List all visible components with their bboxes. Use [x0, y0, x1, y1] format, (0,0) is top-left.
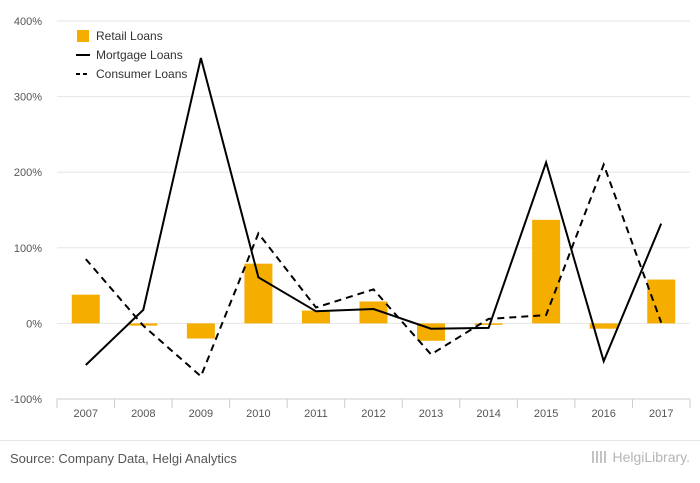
y-tick-label: -100%: [10, 394, 42, 406]
bar-retail-loans: [589, 323, 618, 329]
x-tick-label: 2016: [591, 408, 615, 420]
chart: -100% 0% 100% 200% 300% 400% 2007 2008 2009 2010 2…: [10, 16, 691, 420]
brand-logo[interactable]: HelgiLibrary.: [592, 449, 690, 465]
line-consumer-loans: [85, 161, 663, 378]
x-tick-label: 2009: [189, 408, 213, 420]
y-tick-label: 400%: [14, 16, 42, 28]
bar-retail-loans: [359, 301, 388, 324]
x-tick-label: 2011: [304, 408, 328, 420]
x-tick-label: 2015: [534, 408, 558, 420]
library-icon: [592, 451, 609, 463]
bar-retail-loans: [71, 294, 100, 324]
x-tick-label: 2014: [476, 408, 500, 420]
source-note: Source: Company Data, Helgi Analytics: [10, 451, 237, 466]
y-tick-label: 100%: [14, 243, 42, 255]
legend-label-consumer-loans: Consumer Loans: [96, 67, 187, 81]
grid: [57, 20, 690, 324]
footer-divider: [0, 440, 700, 441]
legend-swatch-retail-loans: [77, 30, 89, 42]
bar-retail-loans: [301, 310, 330, 324]
bar-retail-loans: [474, 323, 503, 325]
line-mortgage-loans: [85, 57, 663, 366]
retail-loans-bars: [71, 219, 676, 341]
axes: -100% 0% 100% 200% 300% 400% 2007 2008 2009 2010 2…: [10, 16, 691, 420]
y-tick-label: 300%: [14, 92, 42, 104]
x-tick-label: 2007: [74, 408, 98, 420]
y-tick-label: 0%: [26, 318, 42, 330]
x-tick-label: 2012: [361, 408, 385, 420]
bar-retail-loans: [186, 323, 215, 339]
y-tick-label: 200%: [14, 167, 42, 179]
bar-retail-loans: [532, 219, 561, 324]
legend-label-mortgage-loans: Mortgage Loans: [96, 48, 183, 62]
legend-label-retail-loans: Retail Loans: [96, 29, 163, 43]
bar-retail-loans: [647, 279, 676, 324]
brand-name: HelgiLibrary.: [612, 449, 690, 465]
loan-lines: [85, 57, 663, 378]
x-tick-label: 2008: [131, 408, 155, 420]
bar-retail-loans: [244, 263, 273, 324]
x-tick-label: 2010: [246, 408, 270, 420]
x-tick-label: 2017: [649, 408, 673, 420]
x-tick-label: 2013: [419, 408, 443, 420]
legend[interactable]: Retail Loans Mortgage Loans Consumer Loans: [76, 29, 187, 81]
